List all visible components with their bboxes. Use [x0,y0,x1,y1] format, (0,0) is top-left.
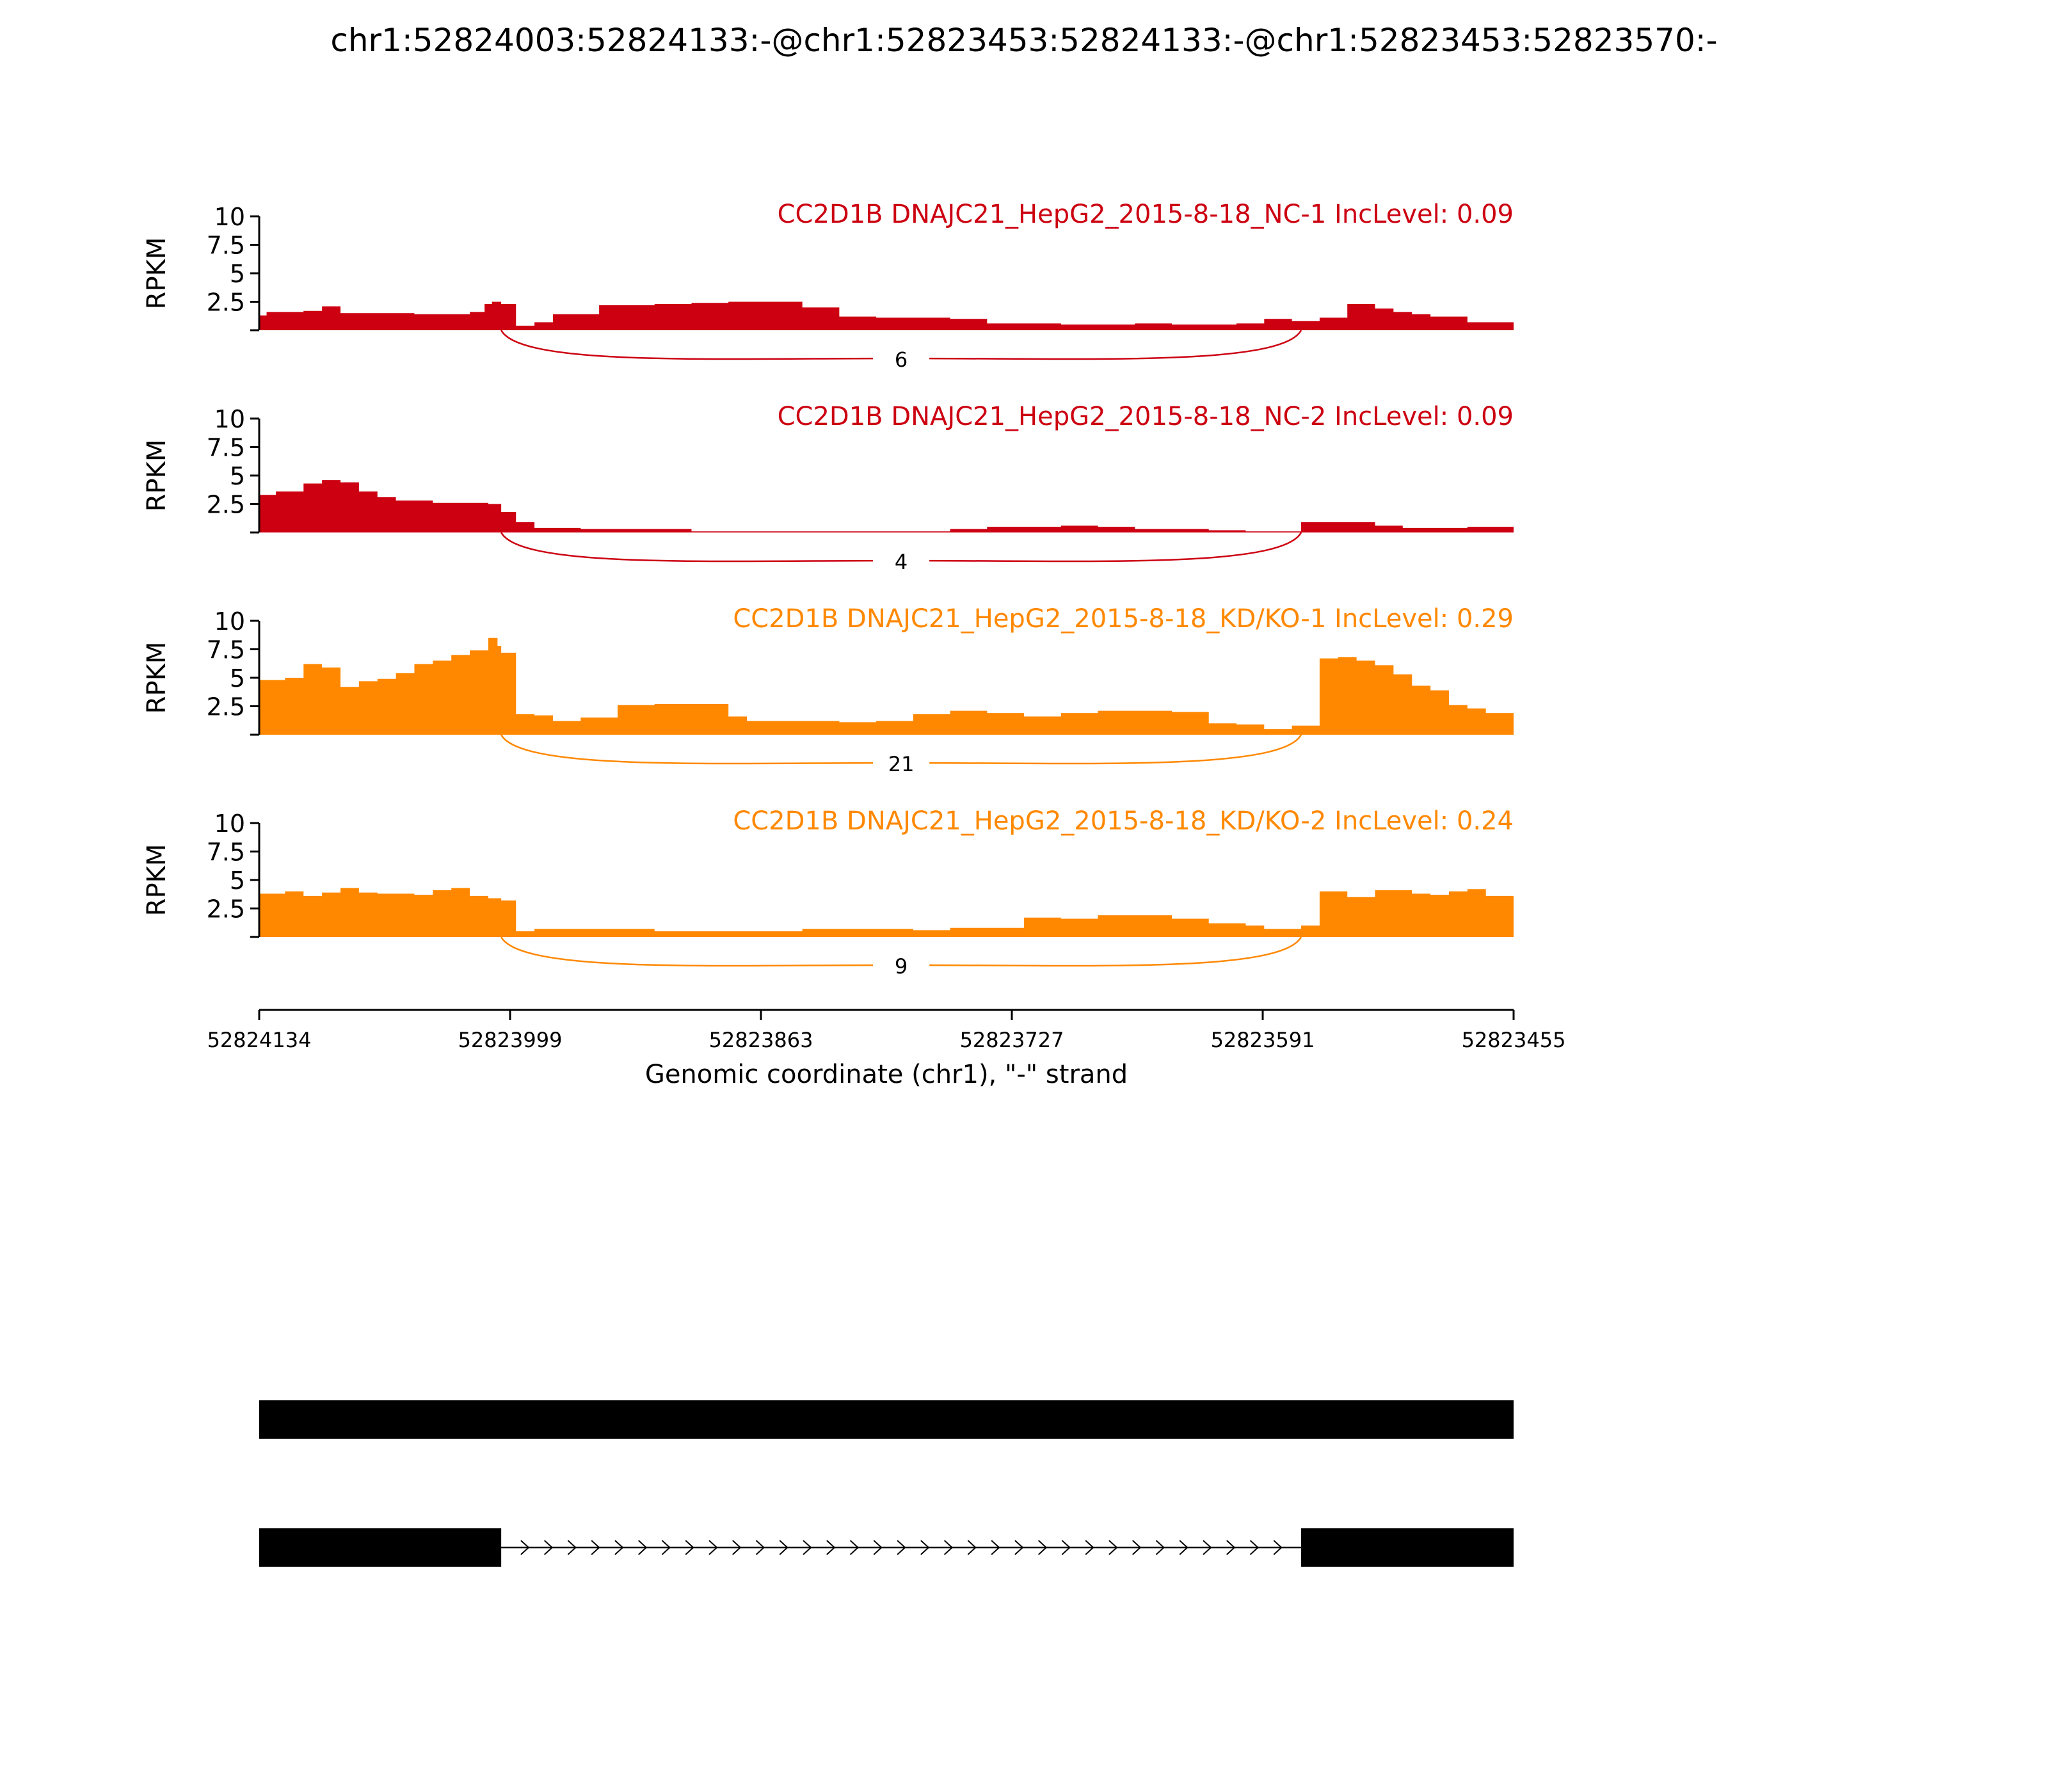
sample-label: CC2D1B DNAJC21_HepG2_2015-8-18_NC-1 IncL… [778,200,1514,229]
junction-count-bg [873,544,930,577]
coverage-area [259,480,1514,532]
strand-arrow [1132,1540,1142,1555]
junction-count-bg [873,342,930,375]
y-tick-label: 2.5 [207,693,245,721]
y-axis-label: RPKM [142,844,172,916]
strand-arrow [708,1540,718,1555]
strand-arrow [732,1540,742,1555]
y-tick-label: 2.5 [207,491,245,519]
exon [1301,1528,1514,1567]
strand-arrow [755,1540,765,1555]
strand-arrow [685,1540,694,1555]
track-3: 2.557.510 RPKM CC2D1B DNAJC21_HepG2_2015-8… [142,604,1514,780]
strand-arrow [1155,1540,1165,1555]
strand-arrow [591,1540,600,1555]
sample-label: CC2D1B DNAJC21_HepG2_2015-8-18_KD/KO-2 I… [733,806,1514,836]
junction-count: 21 [888,752,915,776]
y-tick-label: 5 [230,664,245,692]
strand-arrow [543,1540,554,1555]
x-tick-label: 52823999 [458,1028,563,1052]
junction-count: 6 [895,348,908,372]
y-tick-label: 7.5 [207,838,245,867]
track-1: 2.557.510 RPKM CC2D1B DNAJC21_HepG2_2015-8… [142,200,1514,375]
y-tick-label: 7.5 [207,434,245,462]
gene-model-1 [259,1400,1514,1439]
sample-label: CC2D1B DNAJC21_HepG2_2015-8-18_NC-2 IncL… [778,402,1514,431]
strand-arrow [1014,1540,1024,1555]
strand-arrow [614,1540,624,1555]
strand-arrow [920,1540,930,1555]
y-tick-label: 10 [214,203,245,231]
junction-count: 9 [895,954,908,979]
x-tick-label: 52823455 [1462,1028,1566,1052]
strand-arrow [897,1540,906,1555]
gene-model-2 [259,1528,1514,1567]
strand-arrow [1203,1540,1212,1555]
strand-arrow [967,1540,977,1555]
y-tick-label: 10 [214,405,245,433]
strand-arrow [1273,1540,1283,1555]
coverage-area [259,888,1514,937]
strand-arrow [849,1540,860,1555]
strand-arrow [873,1540,883,1555]
y-tick-label: 5 [230,867,245,895]
strand-arrow [1179,1540,1188,1555]
y-tick-label: 2.5 [207,895,245,924]
y-axis-label: RPKM [142,237,172,310]
y-tick-label: 10 [214,810,245,838]
x-tick-label: 52823727 [960,1028,1064,1052]
strand-arrow [567,1540,577,1555]
y-tick-label: 2.5 [207,289,245,317]
strand-arrow [520,1540,530,1555]
strand-arrow [1085,1540,1094,1555]
strand-arrow [1108,1540,1118,1555]
y-tick-label: 5 [230,462,245,490]
strand-arrow [779,1540,788,1555]
strand-arrow [1226,1540,1236,1555]
y-tick-label: 10 [214,607,245,636]
x-tick-label: 52823863 [709,1028,813,1052]
x-tick-label: 52824134 [207,1028,312,1052]
figure-title: chr1:52824003:52824133:-@chr1:52823453:5… [330,22,1717,59]
strand-arrow [661,1540,671,1555]
junction-count-bg [873,746,930,780]
track-2: 2.557.510 RPKM CC2D1B DNAJC21_HepG2_2015-8… [142,402,1514,577]
coverage-area [259,301,1514,330]
y-tick-label: 7.5 [207,636,245,664]
junction-count: 4 [895,550,908,574]
coverage-area [259,637,1514,735]
strand-arrow [1037,1540,1048,1555]
strand-arrow [943,1540,954,1555]
x-axis: 52824134 52823999 52823863 52823727 52823591… [207,1009,1566,1052]
strand-arrow [826,1540,836,1555]
gene-models [259,1400,1514,1567]
exon [259,1400,1514,1439]
junction-count-bg [873,948,930,982]
sample-label: CC2D1B DNAJC21_HepG2_2015-8-18_KD/KO-1 I… [733,604,1514,634]
strand-arrow [1061,1540,1071,1555]
track-4: 2.557.510 RPKM CC2D1B DNAJC21_HepG2_2015-8… [142,806,1514,982]
strand-arrow [803,1540,812,1555]
strand-arrow [1249,1540,1259,1555]
strand-arrow [991,1540,1000,1555]
y-tick-label: 5 [230,260,245,288]
x-axis-label: Genomic coordinate (chr1), "-" strand [645,1060,1128,1089]
y-axis-label: RPKM [142,642,172,714]
strand-arrow [638,1540,648,1555]
y-axis-label: RPKM [142,440,172,512]
exon [259,1528,502,1567]
x-tick-label: 52823591 [1211,1028,1315,1052]
y-tick-label: 7.5 [207,232,245,260]
